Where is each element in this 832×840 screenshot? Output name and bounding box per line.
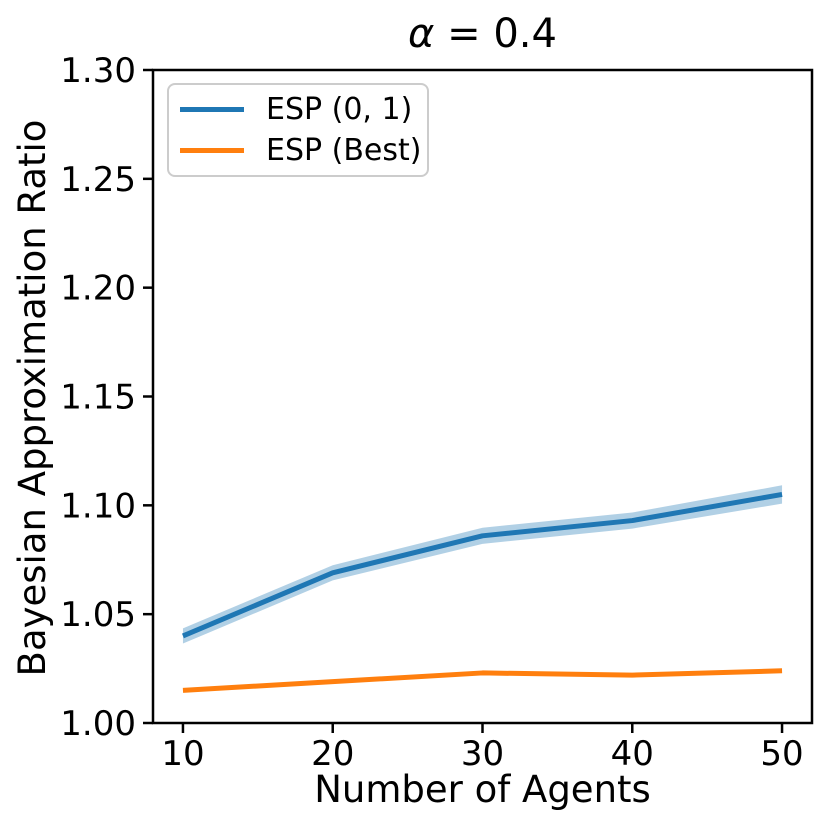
y-tick-label: 1.25 — [60, 160, 136, 200]
confidence-band-series-0 — [182, 485, 783, 644]
x-tick-label: 20 — [311, 734, 354, 774]
legend-label-esp-0-1: ESP (0, 1) — [266, 91, 413, 127]
legend: ESP (0, 1) ESP (Best) — [167, 83, 429, 177]
y-tick-label: 1.00 — [60, 704, 136, 744]
legend-entry-esp-best: ESP (Best) — [169, 131, 427, 171]
y-axis-label: Bayesian Approximation Ratio — [11, 119, 54, 677]
x-tick-label: 10 — [161, 734, 204, 774]
legend-line-swatch-blue — [180, 107, 244, 112]
series-line-0 — [181, 491, 783, 639]
legend-entry-esp-0-1: ESP (0, 1) — [169, 90, 427, 130]
y-tick-label: 1.15 — [60, 378, 136, 418]
x-tick-label: 30 — [461, 734, 504, 774]
y-tick-label: 1.05 — [60, 595, 136, 635]
y-tick-label: 1.30 — [60, 51, 136, 91]
title-equation: = 0.4 — [434, 11, 557, 57]
series-line-1 — [182, 668, 783, 693]
y-tick-label: 1.10 — [60, 486, 136, 526]
x-axis-label: Number of Agents — [314, 768, 651, 811]
x-tick-label: 40 — [611, 734, 654, 774]
legend-label-esp-best: ESP (Best) — [266, 132, 422, 168]
x-tick-label: 50 — [760, 734, 803, 774]
chart-title: α = 0.4 — [153, 8, 812, 60]
y-tick-label: 1.20 — [60, 269, 136, 309]
alpha-symbol: α — [408, 11, 435, 57]
legend-line-swatch-orange — [180, 148, 244, 153]
